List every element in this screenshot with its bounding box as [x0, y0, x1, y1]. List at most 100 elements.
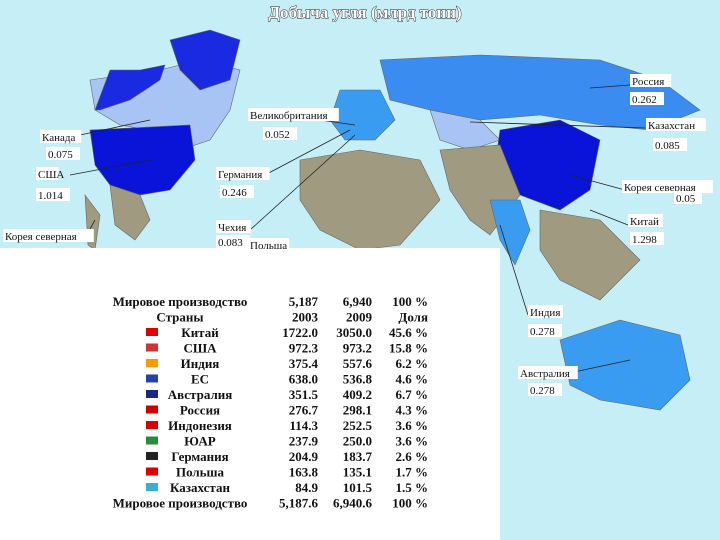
flag — [146, 483, 158, 491]
label-bg — [528, 305, 563, 318]
table-cell: 6,940 — [343, 294, 372, 309]
flag — [146, 421, 158, 429]
table-cell: 2003 — [292, 310, 319, 325]
country-label: Корея северная — [5, 231, 77, 243]
table-cell: 638.0 — [289, 372, 318, 387]
country-label: Чехия — [218, 222, 246, 234]
table-cell: 1722.0 — [282, 325, 318, 340]
country-label: Индия — [530, 307, 560, 319]
value-label: 0.246 — [222, 187, 247, 199]
label-bg — [220, 185, 254, 198]
label-bg — [622, 180, 713, 193]
country-label: Россия — [632, 76, 664, 88]
table-cell: 84.9 — [295, 480, 318, 495]
flag — [146, 359, 158, 367]
country-label: Австралия — [520, 368, 570, 380]
table-cell: 973.2 — [343, 341, 372, 356]
value-label: 1.298 — [632, 234, 657, 246]
table-cell: 135.1 — [343, 465, 372, 480]
label-bg — [40, 130, 82, 143]
table-cell: ЕС — [191, 372, 209, 387]
table-cell: 4.3 % — [396, 403, 429, 418]
table-cell: 6.7 % — [396, 387, 429, 402]
flag — [146, 436, 158, 445]
label-bg — [216, 167, 270, 180]
label-bg — [528, 324, 562, 337]
label-bg — [36, 167, 59, 180]
flag — [146, 452, 158, 460]
table-cell: Мировое производство — [113, 496, 248, 511]
table-cell: 45.6 % — [389, 325, 428, 340]
label-bg — [248, 238, 290, 251]
table-cell: 298.1 — [343, 403, 372, 418]
label-bg — [248, 108, 339, 121]
table-cell: США — [183, 341, 217, 356]
value-label: 0.083 — [218, 237, 243, 249]
table-cell: 5,187.6 — [279, 496, 319, 511]
table-cell: Индия — [181, 356, 220, 371]
country-label: Казахстан — [648, 120, 695, 132]
label-bg — [630, 92, 664, 105]
table-cell: 15.8 % — [389, 341, 428, 356]
flag — [146, 405, 158, 414]
table-cell: Страны — [156, 310, 203, 325]
value-label: 0.278 — [530, 385, 555, 397]
table-cell: 204.9 — [289, 449, 319, 464]
table-cell: 100 % — [392, 496, 428, 511]
value-label: 0.075 — [48, 149, 73, 161]
table-cell: 5,187 — [289, 294, 319, 309]
country-label: Китай — [630, 216, 659, 228]
value-label: 0.278 — [530, 326, 555, 338]
table-cell: Казахстан — [170, 480, 230, 495]
table-cell: Китай — [181, 325, 219, 340]
label-bg — [216, 235, 250, 248]
map — [84, 29, 701, 411]
value-label: 0.052 — [265, 129, 290, 141]
table-cell: 4.6 % — [396, 372, 429, 387]
table-cell: 6,940.6 — [333, 496, 373, 511]
label-bg — [630, 74, 672, 87]
flag — [146, 328, 158, 336]
table-cell: 100 % — [392, 294, 428, 309]
value-label: 0.085 — [655, 140, 680, 152]
table-cell: 276.7 — [289, 403, 319, 418]
table-cell: 2009 — [346, 310, 373, 325]
label-bg — [3, 229, 94, 242]
table-cell: 6.2 % — [396, 356, 429, 371]
table-cell: 114.3 — [289, 418, 318, 433]
label-bg — [674, 191, 702, 204]
country-label: Германия — [218, 169, 262, 181]
table-cell: 972.3 — [289, 341, 319, 356]
flag — [146, 343, 158, 352]
table-panel — [0, 248, 500, 540]
table-cell: Индонезия — [168, 418, 232, 433]
table-cell: 375.4 — [289, 356, 319, 371]
label-bg — [646, 118, 706, 131]
table-cell: 3050.0 — [336, 325, 372, 340]
label-bg — [630, 232, 664, 245]
label-bg — [263, 127, 297, 140]
table-cell: Германия — [171, 449, 228, 464]
table-cell: 237.9 — [289, 434, 319, 449]
table-cell: 163.8 — [289, 465, 319, 480]
table-cell: 1.7 % — [396, 465, 429, 480]
country-label: Польша — [250, 240, 287, 252]
table-cell: 536.8 — [343, 372, 373, 387]
country-label: Канада — [42, 132, 75, 144]
table-cell: 101.5 — [343, 480, 373, 495]
table-cell: 1.5 % — [396, 480, 429, 495]
table-cell: Польша — [176, 465, 225, 480]
table-cell: Австралия — [168, 387, 233, 402]
label-bg — [628, 214, 663, 227]
table-cell: 351.5 — [289, 387, 319, 402]
flag — [146, 374, 158, 383]
table-cell: 252.5 — [343, 418, 373, 433]
label-bg — [36, 188, 70, 201]
country-label: США — [38, 169, 64, 181]
flag — [146, 390, 158, 398]
table-cell: 409.2 — [343, 387, 372, 402]
table-cell: 3.6 % — [396, 418, 429, 433]
value-label: 0.262 — [632, 94, 657, 106]
country-label: Великобритания — [250, 110, 328, 122]
